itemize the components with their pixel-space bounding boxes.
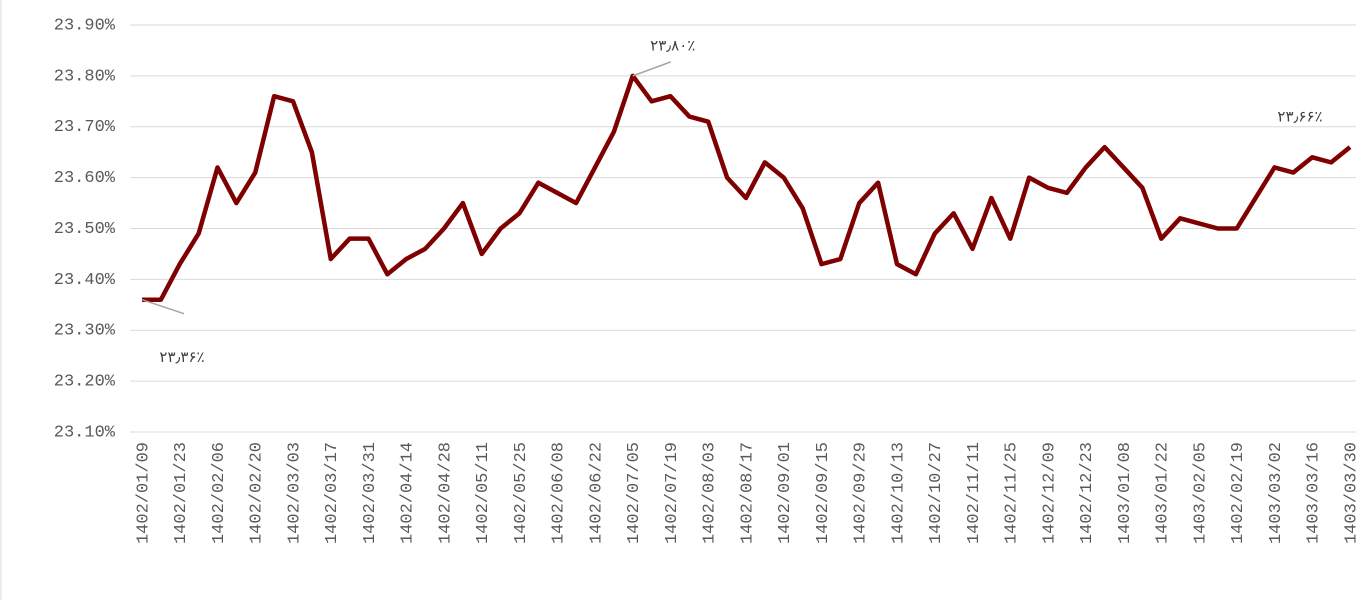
x-tick-label: 1402/09/29	[852, 442, 871, 544]
x-tick-label: 1403/03/16	[1305, 442, 1324, 544]
x-tick-label: 1402/07/05	[625, 442, 644, 544]
x-tick-label: 1403/03/30	[1342, 442, 1361, 544]
x-tick-label: 1403/01/08	[1116, 442, 1135, 544]
x-tick-label: 1403/01/22	[1154, 442, 1173, 544]
x-tick-label: 1402/02/19	[1229, 442, 1248, 544]
x-tick-label: 1402/12/09	[1040, 442, 1059, 544]
x-tick-label: 1402/07/19	[663, 442, 682, 544]
leader-line	[141, 299, 185, 315]
y-tick-label: 23.50%	[54, 220, 116, 239]
x-tick-label: 1402/05/11	[474, 442, 493, 544]
x-tick-label: 1402/03/17	[323, 442, 342, 544]
x-tick-label: 1402/11/11	[965, 442, 984, 544]
y-tick-label: 23.60%	[54, 169, 116, 188]
x-tick-label: 1402/08/03	[701, 442, 720, 544]
y-tick-label: 23.30%	[54, 322, 116, 341]
x-tick-label: 1402/02/20	[248, 442, 267, 544]
x-tick-label: 1403/03/02	[1267, 442, 1286, 544]
x-tick-label: 1402/02/06	[210, 442, 229, 544]
x-tick-label: 1402/09/01	[776, 442, 795, 544]
x-tick-label: 1402/08/17	[738, 442, 757, 544]
x-tick-label: 1402/10/13	[889, 442, 908, 544]
x-tick-label: 1403/02/05	[1191, 442, 1210, 544]
y-tick-label: 23.70%	[54, 118, 116, 137]
x-tick-label: 1402/11/25	[1003, 442, 1022, 544]
x-tick-label: 1402/12/23	[1078, 442, 1097, 544]
data-label: ۲۳٫۶۶٪	[1277, 108, 1322, 126]
x-tick-label: 1402/06/08	[550, 442, 569, 544]
leader-line	[632, 61, 672, 77]
x-tick-label: 1402/01/09	[134, 442, 153, 544]
x-tick-label: 1402/06/22	[587, 442, 606, 544]
y-tick-label: 23.80%	[54, 67, 116, 86]
y-tick-label: 23.40%	[54, 271, 116, 290]
x-tick-label: 1402/09/15	[814, 442, 833, 544]
x-tick-label: 1402/03/31	[361, 442, 380, 544]
x-tick-label: 1402/05/25	[512, 442, 531, 544]
y-tick-label: 23.20%	[54, 373, 116, 392]
data-label: ۲۳٫۸۰٪	[650, 36, 695, 54]
x-tick-label: 1402/10/27	[927, 442, 946, 544]
x-tick-label: 1402/04/28	[436, 442, 455, 544]
y-tick-label: 23.10%	[54, 423, 116, 442]
x-tick-label: 1402/04/14	[399, 442, 418, 544]
data-label: ۲۳٫۳۶٪	[159, 348, 204, 366]
x-tick-label: 1402/01/23	[172, 442, 191, 544]
y-tick-label: 23.90%	[54, 16, 116, 35]
data-line	[142, 73, 1352, 302]
x-tick-label: 1402/03/03	[285, 442, 304, 544]
